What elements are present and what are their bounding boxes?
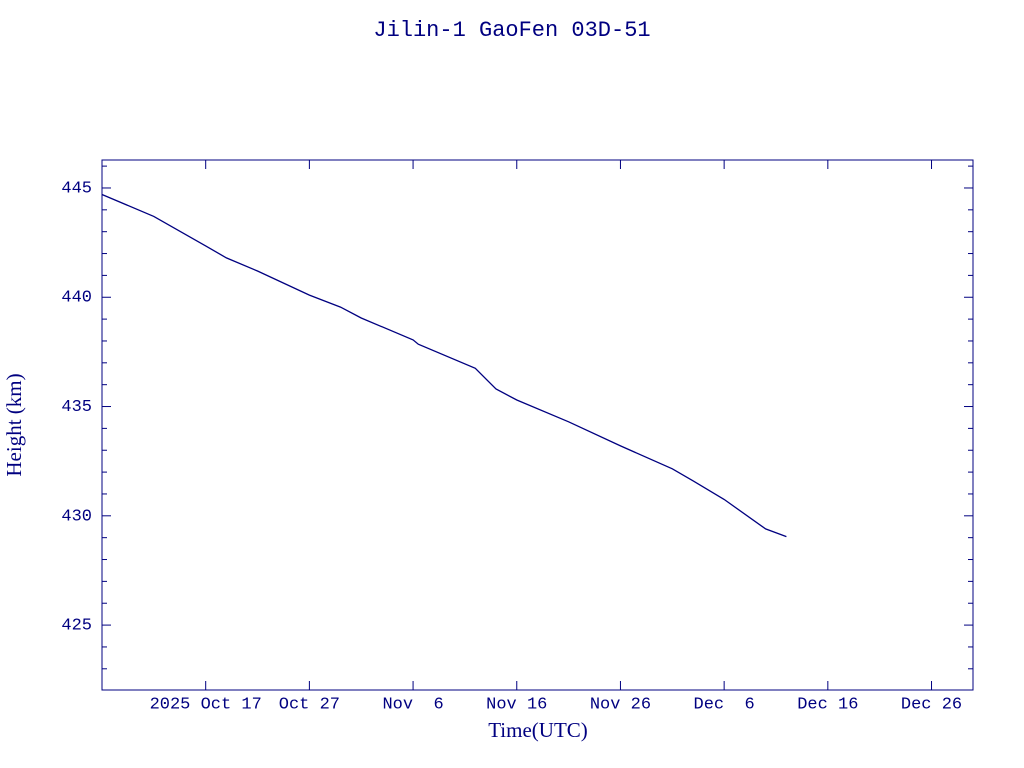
x-tick-label: Dec 16 xyxy=(797,695,858,714)
x-axis-label: Time(UTC) xyxy=(488,718,588,742)
y-tick-label: 445 xyxy=(61,179,92,198)
x-tick-label: Dec 6 xyxy=(694,695,755,714)
data-line xyxy=(101,193,787,538)
plot-frame xyxy=(101,159,974,691)
y-tick-label: 430 xyxy=(61,507,92,526)
y-tick-label: 425 xyxy=(61,617,92,636)
x-tick-label: Nov 26 xyxy=(590,695,651,714)
x-tick-label: Nov 16 xyxy=(486,695,547,714)
y-tick-label: 440 xyxy=(61,289,92,308)
y-axis-label: Height (km) xyxy=(2,373,26,476)
x-tick-label: Nov 6 xyxy=(382,695,443,714)
chart-title: Jilin-1 GaoFen 03D-51 xyxy=(373,18,650,43)
x-tick-label: 2025 Oct 17 xyxy=(150,695,262,714)
x-tick-label: Dec 26 xyxy=(901,695,962,714)
y-tick-label: 435 xyxy=(61,398,92,417)
x-tick-label: Oct 27 xyxy=(279,695,340,714)
